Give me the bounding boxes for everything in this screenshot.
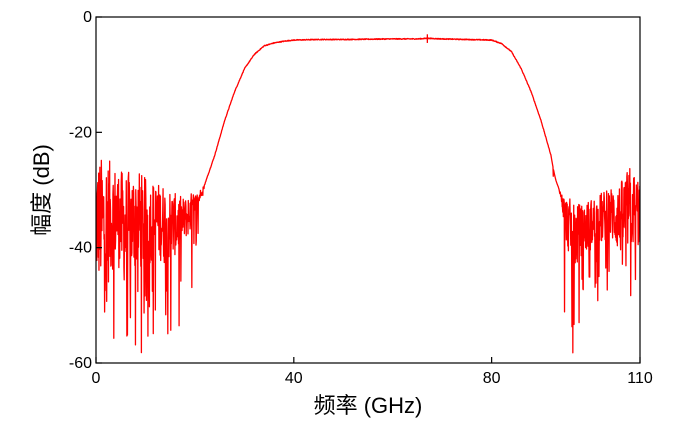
y-tick-label: -40 [69,240,92,257]
y-tick-label: 0 [83,9,92,26]
series-line [96,37,640,354]
y-tick-label: -20 [69,124,92,141]
x-tick-label: 110 [627,370,653,387]
x-tick-label: 40 [285,370,303,387]
x-axis-title: 频率 (GHz) [314,393,423,418]
y-axis-title: 幅度 (dB) [29,144,54,236]
x-tick-label: 0 [92,370,101,387]
x-axis: 0 40 80 110 [92,357,653,387]
y-axis: 0 -20 -40 -60 [69,9,102,372]
x-tick-label: 80 [483,370,501,387]
y-tick-label: -60 [69,355,92,372]
trace-layer [96,34,640,354]
plot-frame [95,16,641,364]
